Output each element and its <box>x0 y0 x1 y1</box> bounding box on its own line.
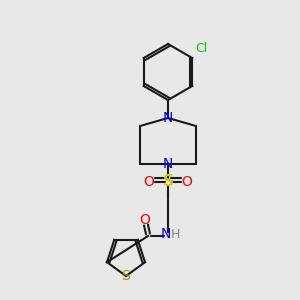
Text: S: S <box>163 175 173 190</box>
Text: H: H <box>170 227 180 241</box>
Text: O: O <box>140 213 150 227</box>
Text: N: N <box>163 157 173 171</box>
Text: N: N <box>161 227 171 241</box>
Text: N: N <box>163 111 173 125</box>
Text: Cl: Cl <box>195 42 208 55</box>
Text: O: O <box>144 175 154 189</box>
Text: O: O <box>182 175 192 189</box>
Text: S: S <box>122 269 130 283</box>
